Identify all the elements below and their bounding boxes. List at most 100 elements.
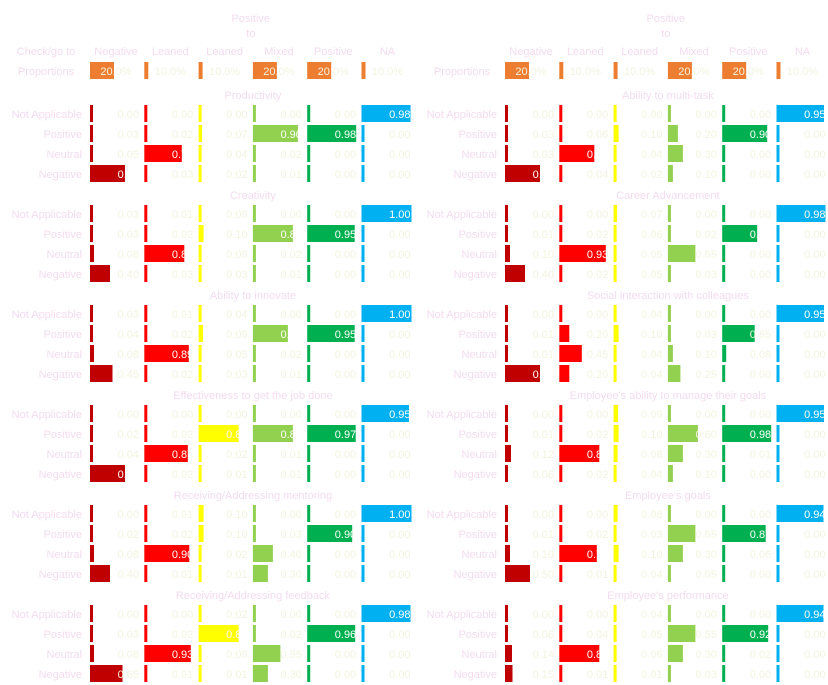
bar-value-0-0-1: 0.00: [172, 109, 193, 121]
bar-value-6-1-2: 0.80: [226, 429, 247, 441]
bar-11-3-1: [559, 665, 563, 682]
row-label-1-3: Negative: [454, 169, 497, 181]
bar-value-2-3-5: 0.00: [389, 269, 410, 281]
bar-value-4-1-1: 0.02: [172, 329, 193, 341]
bar-value-8-0-2: 0.10: [226, 509, 247, 521]
bar-value-11-1-2: 0.05: [641, 629, 662, 641]
bar-5-3-0: [505, 365, 540, 382]
bar-value-10-0-2: 0.02: [226, 609, 247, 621]
proportion-value-1-5: 10.0%: [787, 66, 818, 78]
bar-value-3-0-0: 0.00: [533, 209, 554, 221]
bar-value-11-3-1: 0.01: [587, 669, 608, 681]
bar-value-1-0-1: 0.00: [587, 109, 608, 121]
bar-value-2-1-2: 0.10: [226, 229, 247, 241]
bar-9-3-0: [505, 565, 530, 582]
bar-value-5-1-1: 0.20: [587, 329, 608, 341]
bar-11-1-2: [613, 625, 617, 642]
bar-2-0-0: [90, 205, 93, 222]
bar-3-0-5: [776, 205, 826, 222]
row-label-8-0: Not Applicable: [12, 509, 82, 521]
bar-3-1-4: [722, 225, 758, 242]
bar-10-3-0: [90, 665, 123, 682]
bar-value-5-0-2: 0.04: [641, 309, 662, 321]
bar-value-10-2-1: 0.93: [172, 649, 193, 661]
bar-0-3-1: [144, 165, 148, 182]
bar-value-10-0-4: 0.00: [335, 609, 356, 621]
bar-3-3-2: [613, 265, 617, 282]
bar-value-1-3-5: 0.00: [804, 169, 825, 181]
proportion-bar-1-5: [776, 62, 781, 79]
bar-10-3-1: [144, 665, 148, 682]
bar-value-7-2-5: 0.00: [804, 449, 825, 461]
bar-value-1-2-2: 0.04: [641, 149, 662, 161]
bar-4-3-5: [361, 365, 365, 382]
row-label-8-1: Positive: [43, 529, 82, 541]
bar-8-0-1: [144, 505, 148, 522]
bar-7-0-2: [613, 405, 619, 422]
bar-3-1-0: [505, 225, 508, 242]
bar-value-3-3-4: 0.00: [750, 269, 771, 281]
bar-value-7-3-3: 0.10: [695, 469, 716, 481]
bar-value-5-2-0: 0.01: [533, 349, 554, 361]
bar-2-2-3: [252, 245, 256, 262]
bar-value-7-0-5: 0.95: [804, 409, 825, 421]
bar-0-0-1: [144, 105, 148, 122]
bar-value-5-2-2: 0.04: [641, 349, 662, 361]
bar-5-2-5: [776, 345, 780, 362]
bar-value-5-1-3: 0.03: [695, 329, 716, 341]
bar-5-3-4: [722, 365, 726, 382]
bar-10-0-2: [198, 605, 202, 622]
bar-value-2-2-4: 0.00: [335, 249, 356, 261]
bar-2-0-2: [198, 205, 202, 222]
bar-1-0-5: [776, 105, 824, 122]
bar-value-3-2-1: 0.93: [587, 249, 608, 261]
bar-9-0-4: [722, 505, 726, 522]
bar-7-3-5: [776, 465, 780, 482]
bar-value-10-0-3: 0.00: [280, 609, 301, 621]
bar-value-7-0-2: 0.09: [641, 409, 662, 421]
row-label-11-0: Not Applicable: [427, 609, 497, 621]
bar-2-2-5: [361, 245, 365, 262]
bar-value-0-1-0: 0.03: [118, 129, 139, 141]
bar-value-2-0-0: 0.03: [118, 209, 139, 221]
bar-value-4-1-0: 0.04: [118, 329, 139, 341]
bar-value-11-2-2: 0.06: [641, 649, 662, 661]
bar-value-0-3-0: 0.70: [118, 169, 139, 181]
bar-value-0-0-0: 0.00: [118, 109, 139, 121]
bar-value-6-2-5: 0.00: [389, 449, 410, 461]
bar-value-11-1-1: 0.04: [587, 629, 608, 641]
bar-7-2-5: [776, 445, 780, 462]
bar-value-9-1-3: 0.55: [695, 529, 716, 541]
bar-11-1-5: [776, 625, 780, 642]
bar-4-2-2: [198, 345, 202, 362]
bar-value-6-2-4: 0.00: [335, 449, 356, 461]
bar-value-8-3-1: 0.01: [172, 569, 193, 581]
bar-value-0-3-2: 0.02: [226, 169, 247, 181]
proportion-value-1-0: 20.0%: [515, 66, 546, 78]
panel-title-9: Employee's goals: [625, 490, 711, 502]
bar-1-3-4: [722, 165, 726, 182]
bar-2-2-1: [144, 245, 185, 262]
bar-3-1-1: [559, 225, 563, 242]
bar-11-0-1: [559, 605, 563, 622]
bar-value-4-0-4: 0.00: [335, 309, 356, 321]
bar-4-0-1: [144, 305, 148, 322]
bar-value-9-1-2: 0.03: [641, 529, 662, 541]
bar-value-5-1-4: 0.65: [750, 329, 771, 341]
bar-6-1-3: [252, 425, 293, 442]
bar-value-8-3-2: 0.01: [226, 569, 247, 581]
bar-value-1-1-3: 0.20: [695, 129, 716, 141]
bar-value-8-2-3: 0.40: [280, 549, 301, 561]
bar-4-1-1: [144, 325, 148, 342]
bar-value-4-0-2: 0.04: [226, 309, 247, 321]
bar-0-1-1: [144, 125, 148, 142]
bar-2-1-0: [90, 225, 93, 242]
bar-value-2-2-1: 0.80: [172, 249, 193, 261]
bar-5-3-1: [559, 365, 570, 382]
bar-value-10-3-0: 0.65: [118, 669, 139, 681]
bar-value-7-1-0: 0.01: [533, 429, 554, 441]
bar-value-0-2-1: 0.75: [172, 149, 193, 161]
bar-0-3-5: [361, 165, 365, 182]
bar-value-10-2-3: 0.55: [280, 649, 301, 661]
bar-value-0-0-5: 0.98: [389, 109, 410, 121]
